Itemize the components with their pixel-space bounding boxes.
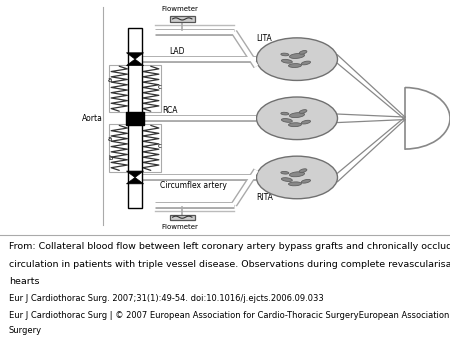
Ellipse shape xyxy=(281,119,292,122)
Text: a: a xyxy=(108,136,112,142)
Ellipse shape xyxy=(281,171,289,174)
Text: b: b xyxy=(108,155,112,161)
Ellipse shape xyxy=(288,64,302,68)
Polygon shape xyxy=(126,177,144,184)
Ellipse shape xyxy=(289,113,305,118)
Text: From: Collateral blood flow between left coronary artery bypass grafts and chron: From: Collateral blood flow between left… xyxy=(9,242,450,251)
Polygon shape xyxy=(126,171,144,177)
Text: Eur J Cardiothorac Surg. 2007;31(1):49-54. doi:10.1016/j.ejcts.2006.09.033: Eur J Cardiothorac Surg. 2007;31(1):49-5… xyxy=(9,294,324,304)
Text: LAD: LAD xyxy=(169,47,184,56)
Text: LITA: LITA xyxy=(256,34,272,43)
Ellipse shape xyxy=(281,178,292,182)
Ellipse shape xyxy=(302,61,310,65)
Ellipse shape xyxy=(289,172,305,177)
Text: RITA: RITA xyxy=(256,193,274,202)
Text: a: a xyxy=(108,77,112,82)
Text: Aorta: Aorta xyxy=(82,114,103,123)
Text: RCA: RCA xyxy=(162,106,178,116)
Text: Surgery: Surgery xyxy=(9,326,42,335)
Text: c: c xyxy=(158,143,162,149)
Ellipse shape xyxy=(299,169,307,172)
Polygon shape xyxy=(126,59,144,66)
Ellipse shape xyxy=(289,53,305,58)
Ellipse shape xyxy=(302,120,310,124)
Ellipse shape xyxy=(288,182,302,186)
Ellipse shape xyxy=(302,179,310,183)
Text: Eur J Cardiothorac Surg | © 2007 European Association for Cardio-Thoracic Surger: Eur J Cardiothorac Surg | © 2007 Europea… xyxy=(9,311,450,320)
Text: circulation in patients with triple vessel disease. Observations during complete: circulation in patients with triple vess… xyxy=(9,260,450,269)
Text: Flowmeter: Flowmeter xyxy=(162,6,198,12)
Ellipse shape xyxy=(299,110,307,113)
Ellipse shape xyxy=(281,53,289,56)
Circle shape xyxy=(256,97,338,140)
FancyBboxPatch shape xyxy=(170,16,194,22)
Ellipse shape xyxy=(288,123,302,127)
Text: Circumflex artery: Circumflex artery xyxy=(160,181,227,190)
FancyBboxPatch shape xyxy=(170,215,194,220)
Polygon shape xyxy=(126,53,144,59)
Text: Flowmeter: Flowmeter xyxy=(162,224,198,230)
FancyBboxPatch shape xyxy=(126,112,144,125)
Circle shape xyxy=(256,156,338,199)
Ellipse shape xyxy=(299,50,307,54)
Text: hearts: hearts xyxy=(9,277,40,286)
Circle shape xyxy=(256,38,338,80)
FancyBboxPatch shape xyxy=(128,28,142,208)
Ellipse shape xyxy=(281,112,289,115)
Ellipse shape xyxy=(281,59,292,63)
Text: c: c xyxy=(158,84,162,90)
